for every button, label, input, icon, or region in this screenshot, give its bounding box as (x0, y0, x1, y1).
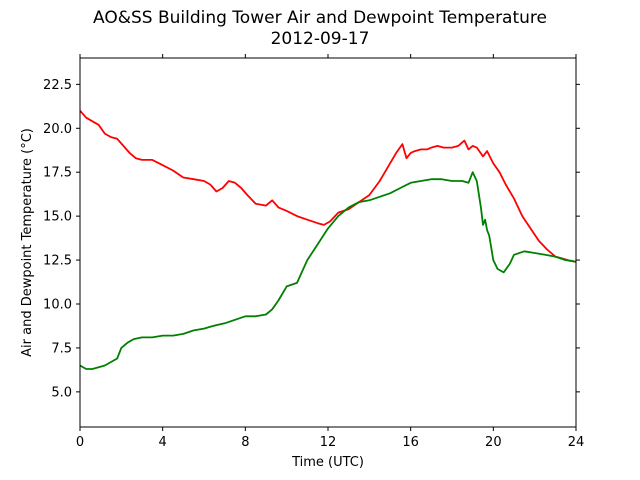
x-tick-label: 16 (402, 435, 419, 450)
chart-subtitle: 2012-09-17 (270, 29, 370, 49)
y-tick-label: 22.5 (43, 78, 72, 93)
x-tick-label: 4 (159, 435, 167, 450)
x-axis: 0 4 8 12 16 20 24 (76, 54, 584, 450)
plot-lines (79, 110, 577, 370)
y-tick-label: 20.0 (43, 122, 72, 137)
y-tick-label: 7.5 (51, 341, 72, 356)
y-tick-label: 17.5 (43, 166, 72, 181)
y-axis: 5.0 7.5 10.0 12.5 15.0 17.5 20.0 22.5 (43, 78, 580, 400)
y-tick-label: 15.0 (43, 210, 72, 225)
y-axis-label: Air and Dewpoint Temperature (°C) (20, 128, 35, 357)
plot-frame (79, 57, 577, 428)
series-line-2 (79, 171, 577, 370)
x-tick-label: 0 (76, 435, 84, 450)
y-tick-label: 10.0 (43, 298, 72, 313)
series-line-1 (79, 110, 577, 263)
y-tick-label: 5.0 (51, 385, 72, 400)
y-tick-label: 12.5 (43, 254, 72, 269)
x-tick-label: 12 (320, 435, 337, 450)
x-tick-label: 8 (241, 435, 249, 450)
chart-title: AO&SS Building Tower Air and Dewpoint Te… (92, 8, 547, 28)
x-tick-label: 24 (568, 435, 585, 450)
x-tick-label: 20 (485, 435, 502, 450)
x-axis-label: Time (UTC) (291, 455, 364, 470)
